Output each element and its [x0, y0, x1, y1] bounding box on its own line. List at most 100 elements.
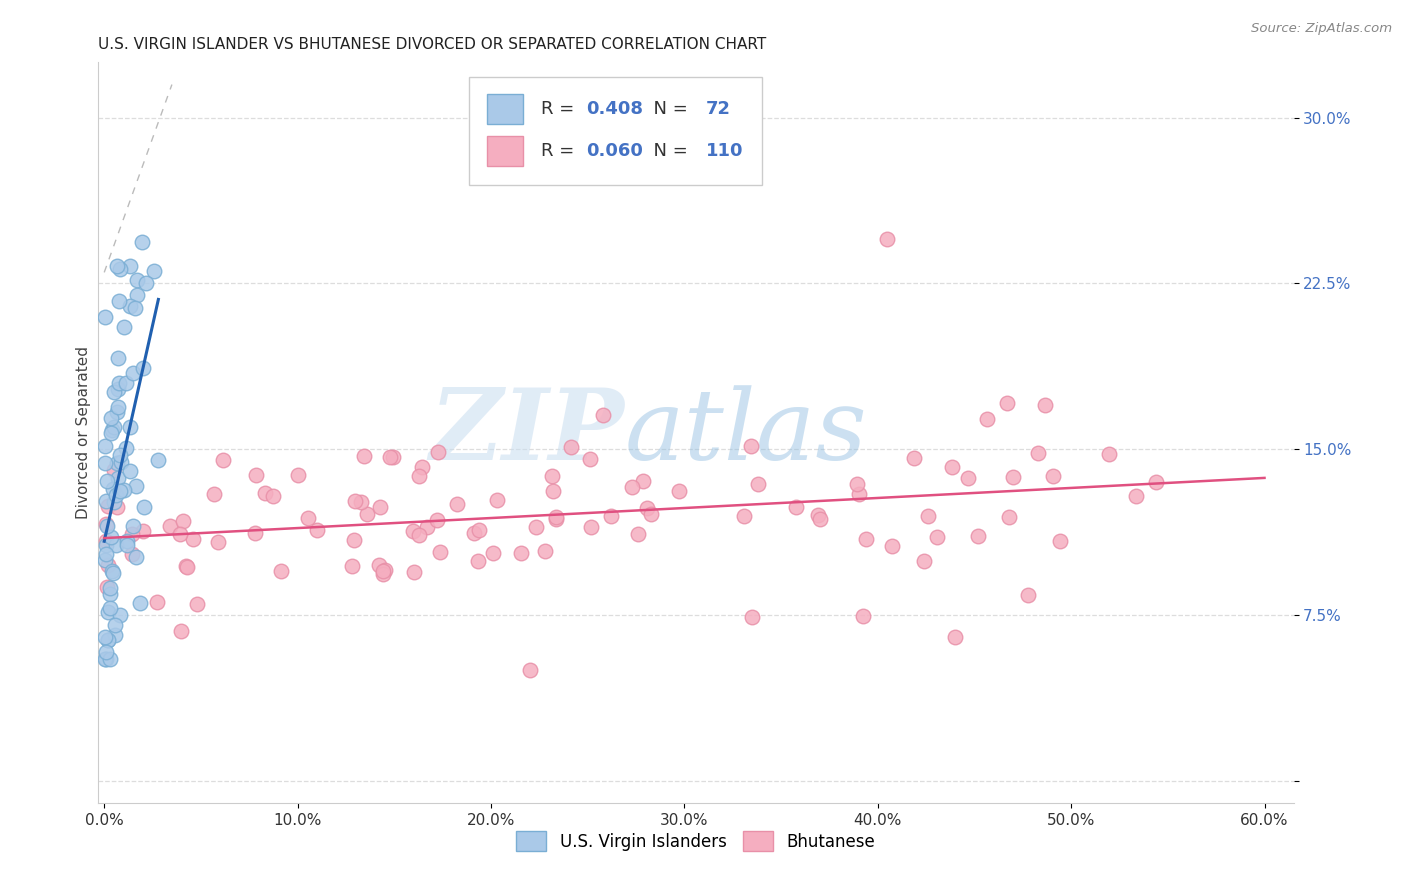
Point: [124, 478, 146, 492]
Point: [125, 273, 148, 287]
Point: [103, 463, 125, 477]
Point: [115, 533, 138, 548]
Point: [808, 512, 831, 526]
Point: [96, 475, 118, 489]
Text: Source: ZipAtlas.com: Source: ZipAtlas.com: [1251, 22, 1392, 36]
Point: [100, 410, 122, 425]
Point: [121, 547, 143, 561]
Point: [957, 471, 980, 485]
Point: [110, 448, 132, 462]
Point: [243, 525, 266, 540]
Point: [108, 483, 131, 498]
Point: [107, 400, 129, 414]
Point: [204, 487, 226, 501]
Point: [121, 518, 143, 533]
Point: [740, 439, 762, 453]
Point: [108, 294, 131, 309]
Point: [142, 264, 165, 278]
Point: [287, 467, 309, 482]
Point: [785, 500, 807, 515]
Point: [121, 367, 143, 381]
Point: [105, 260, 128, 274]
Point: [105, 500, 128, 515]
Point: [207, 535, 229, 549]
Bar: [486, 136, 523, 166]
Text: atlas: atlas: [624, 385, 868, 480]
Point: [544, 510, 567, 524]
Point: [976, 412, 998, 426]
Point: [343, 533, 366, 547]
Point: [93, 310, 115, 324]
Point: [917, 508, 939, 523]
Point: [172, 514, 194, 528]
Point: [135, 276, 157, 290]
Text: 0.408: 0.408: [586, 100, 643, 118]
Point: [159, 518, 181, 533]
Point: [97, 605, 120, 619]
Point: [93, 457, 115, 471]
Point: [125, 288, 148, 302]
Point: [486, 493, 509, 508]
Point: [467, 554, 489, 568]
Point: [118, 260, 141, 274]
Point: [368, 500, 391, 515]
Point: [96, 516, 118, 531]
Point: [579, 452, 602, 467]
Point: [533, 543, 555, 558]
Point: [132, 524, 155, 539]
Point: [374, 564, 396, 578]
Point: [446, 497, 468, 511]
Point: [855, 532, 877, 546]
Point: [132, 500, 155, 514]
Point: [121, 527, 143, 541]
Point: [427, 444, 450, 458]
Point: [416, 520, 439, 534]
Point: [176, 560, 198, 574]
Point: [425, 513, 447, 527]
Point: [103, 628, 125, 642]
Point: [912, 554, 935, 568]
Point: [107, 382, 129, 396]
Point: [103, 566, 125, 580]
Point: [1042, 469, 1064, 483]
Point: [131, 235, 153, 250]
Point: [112, 483, 135, 497]
Point: [350, 495, 373, 509]
Point: [96, 652, 118, 666]
Point: [733, 509, 755, 524]
Point: [519, 663, 541, 677]
Point: [636, 500, 658, 515]
Point: [353, 449, 375, 463]
Point: [118, 299, 141, 313]
Point: [104, 618, 127, 632]
Point: [995, 396, 1018, 410]
Point: [747, 476, 769, 491]
Point: [1002, 470, 1025, 484]
Point: [631, 475, 654, 489]
Text: N =: N =: [643, 143, 693, 161]
Point: [340, 558, 363, 573]
Point: [115, 376, 138, 390]
Point: [93, 553, 115, 567]
Point: [411, 459, 433, 474]
Point: [943, 630, 966, 644]
Point: [546, 512, 568, 526]
Point: [93, 439, 115, 453]
Point: [170, 624, 193, 638]
Point: [94, 547, 117, 561]
Point: [1026, 446, 1049, 460]
Point: [105, 488, 128, 502]
Point: [120, 419, 142, 434]
Point: [640, 508, 662, 522]
Point: [408, 469, 430, 483]
Point: [402, 565, 425, 579]
Point: [108, 262, 131, 277]
Point: [852, 609, 875, 624]
Point: [98, 581, 121, 595]
Point: [132, 360, 155, 375]
Point: [903, 450, 925, 465]
Point: [807, 508, 830, 523]
Point: [108, 376, 131, 390]
Point: [373, 565, 395, 579]
Point: [1125, 489, 1147, 503]
